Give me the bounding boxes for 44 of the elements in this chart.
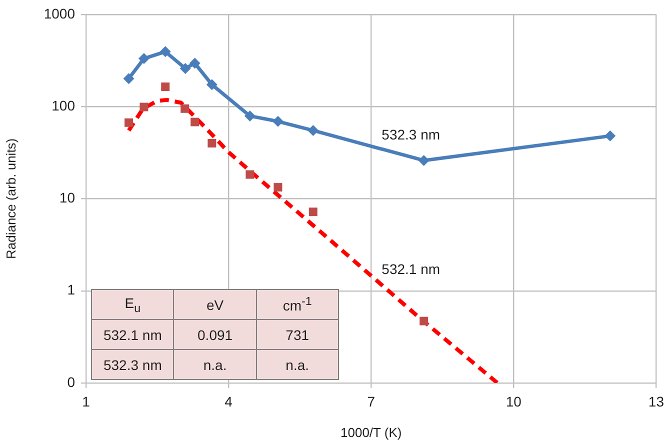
annotation: 532.3 nm bbox=[92, 350, 174, 380]
point bbox=[206, 79, 218, 90]
x-tick-label: 1 bbox=[82, 393, 90, 410]
x-tick-label: 10 bbox=[506, 393, 522, 410]
annotation: cm$^{-1}$ bbox=[256, 290, 338, 320]
annotation: eV bbox=[174, 290, 256, 320]
point bbox=[189, 58, 200, 69]
annotation: n.a. bbox=[256, 350, 338, 380]
point bbox=[123, 73, 134, 84]
point bbox=[418, 154, 430, 166]
point bbox=[161, 82, 170, 91]
point bbox=[140, 102, 148, 112]
point bbox=[138, 53, 150, 64]
point bbox=[244, 110, 256, 122]
x-axis-title: 1000/T (K) bbox=[340, 424, 402, 440]
y-tick-label: 1 bbox=[67, 282, 76, 298]
annotation: n.a. bbox=[174, 350, 256, 380]
x-tick-label: 4 bbox=[224, 393, 233, 410]
annotation: E$_{u}$ bbox=[92, 290, 174, 320]
y-tick-label: 10 bbox=[59, 190, 76, 206]
y-tick-label: 1000 bbox=[44, 5, 76, 22]
annotation: 532.1 nm bbox=[92, 320, 174, 350]
x-tick-label: 13 bbox=[648, 393, 664, 410]
y-axis-title: Radiance (arb. units) bbox=[3, 138, 18, 260]
series-label: 532.1 nm bbox=[382, 261, 440, 277]
point bbox=[604, 130, 616, 142]
point bbox=[208, 138, 216, 148]
annotation: 731 bbox=[256, 320, 338, 350]
point bbox=[246, 170, 254, 179]
point bbox=[190, 118, 200, 126]
point bbox=[308, 124, 319, 136]
point bbox=[420, 316, 428, 326]
point bbox=[124, 118, 134, 127]
point bbox=[160, 46, 171, 58]
point bbox=[272, 116, 284, 127]
point bbox=[180, 104, 190, 113]
y-tick-label: 100 bbox=[52, 97, 76, 114]
series-label: 532.3 nm bbox=[382, 126, 440, 142]
annotation: 0.091 bbox=[174, 320, 256, 350]
point bbox=[180, 62, 191, 74]
x-tick-label: 7 bbox=[367, 393, 376, 410]
y-tick-label: 0 bbox=[67, 374, 76, 390]
point bbox=[274, 183, 282, 192]
point bbox=[308, 208, 318, 216]
